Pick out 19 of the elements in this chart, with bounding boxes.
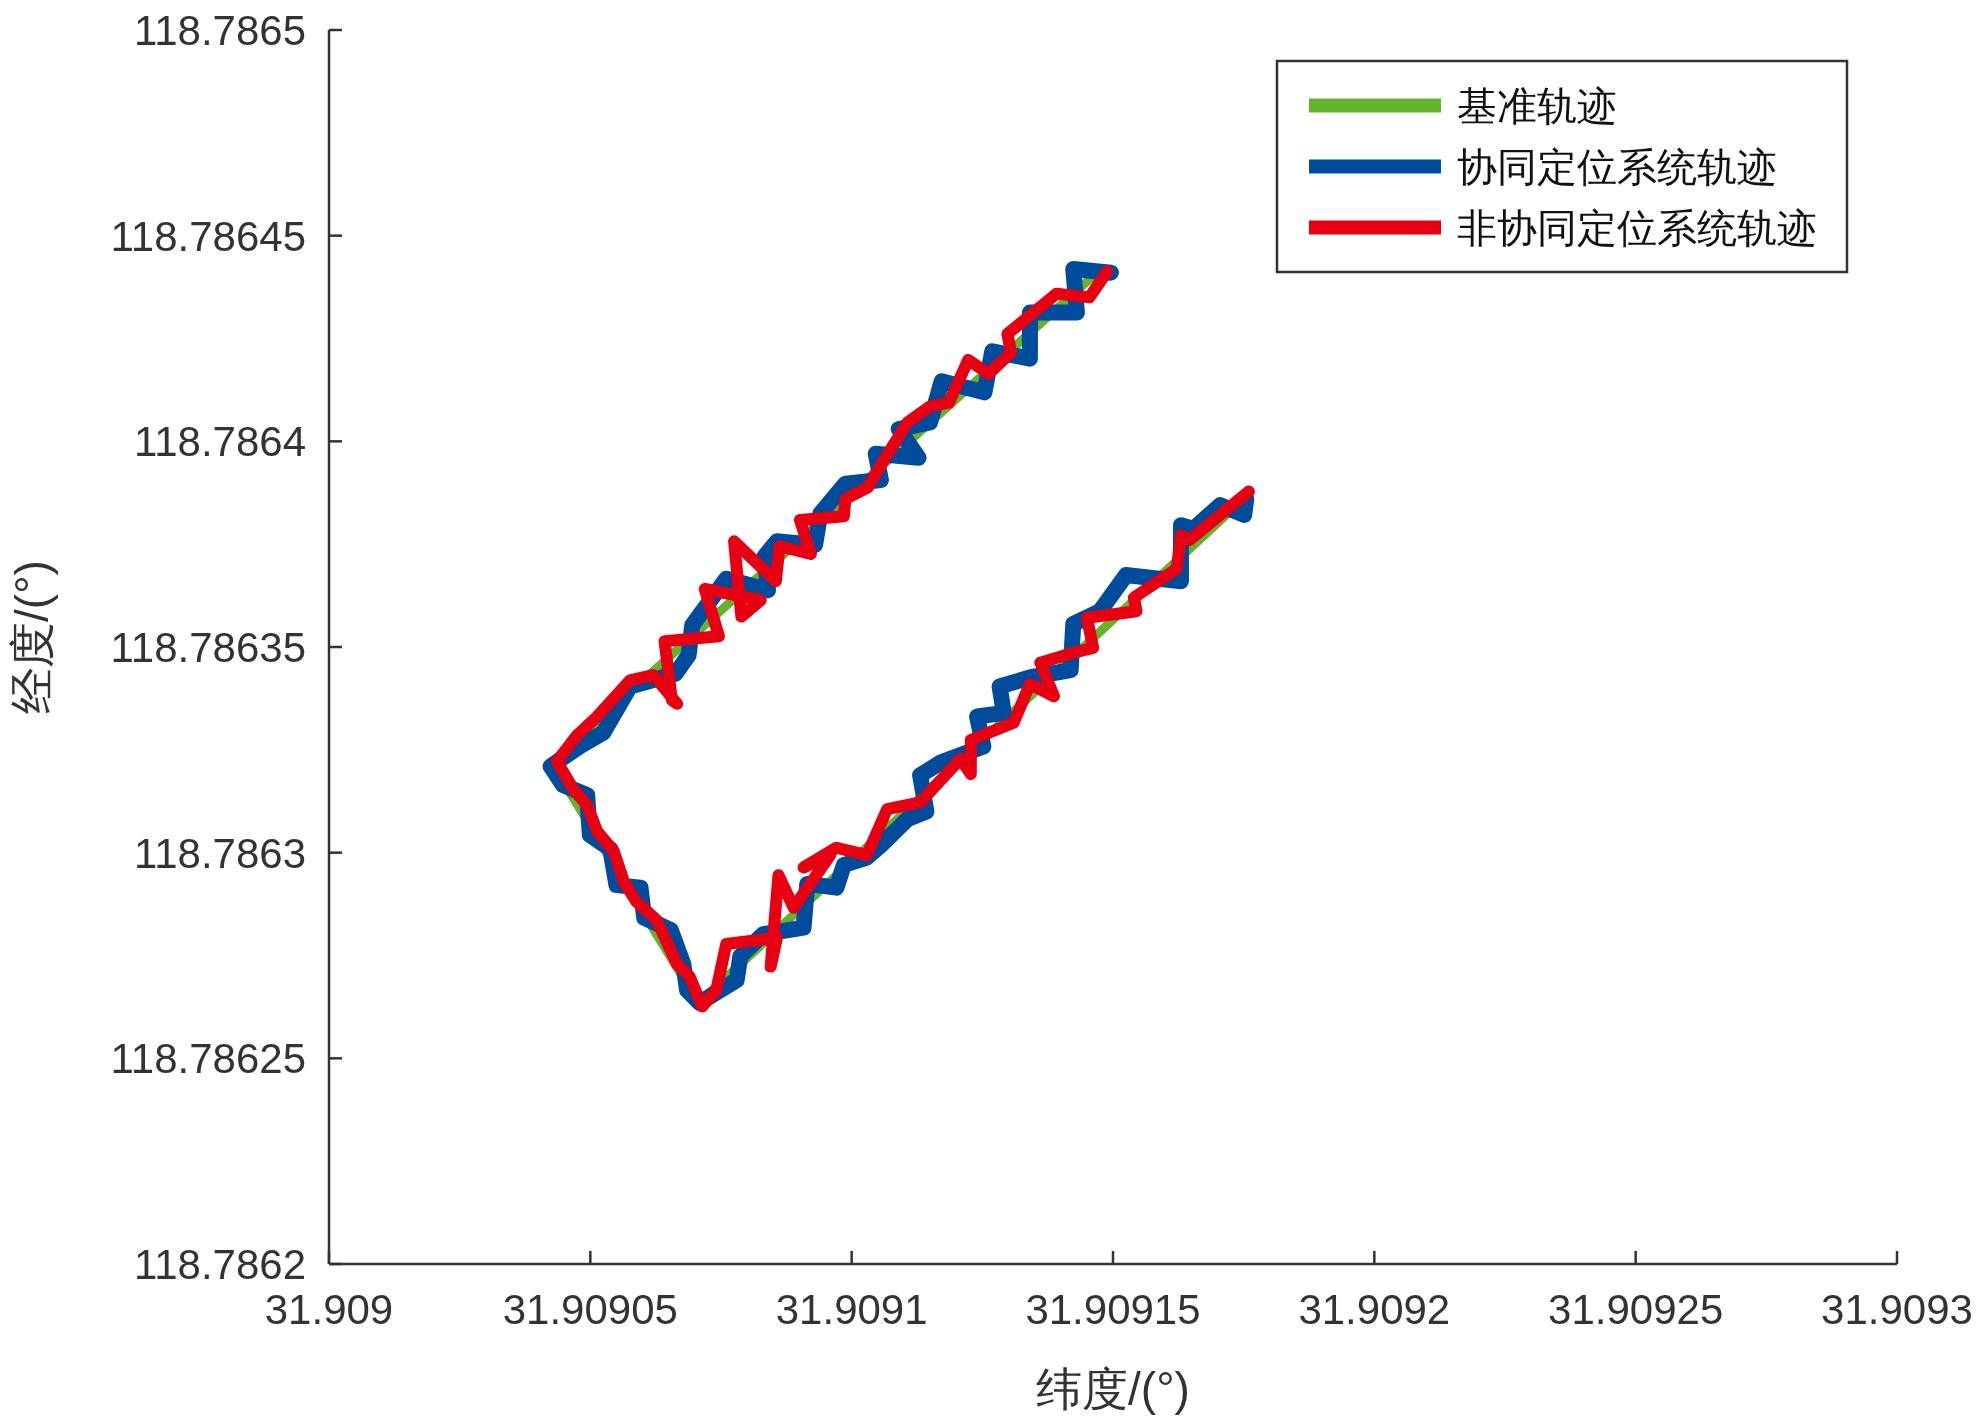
x-tick-label: 31.9092 bbox=[1298, 1286, 1451, 1333]
y-tick-label: 118.78645 bbox=[110, 212, 306, 260]
legend-label: 基准轨迹 bbox=[1457, 83, 1617, 128]
x-tick-label: 31.909 bbox=[264, 1286, 394, 1333]
y-axis-title: 经度/(°) bbox=[6, 560, 58, 714]
x-tick-label: 31.90915 bbox=[1025, 1286, 1201, 1333]
x-axis-title: 纬度/(°) bbox=[1036, 1363, 1190, 1415]
legend-label: 非协同定位系统轨迹 bbox=[1457, 205, 1817, 250]
legend-label: 协同定位系统轨迹 bbox=[1457, 144, 1777, 189]
x-tick-label: 31.90925 bbox=[1548, 1286, 1724, 1333]
y-tick-label: 118.78625 bbox=[110, 1035, 306, 1083]
x-tick-label: 31.9091 bbox=[775, 1286, 928, 1333]
y-tick-label: 118.7862 bbox=[133, 1241, 306, 1288]
x-tick-label: 31.90905 bbox=[502, 1286, 678, 1333]
y-tick-label: 118.7863 bbox=[133, 829, 306, 877]
y-tick-label: 118.78635 bbox=[110, 624, 306, 671]
y-tick-label: 118.7865 bbox=[133, 7, 306, 54]
x-tick-label: 31.9093 bbox=[1821, 1286, 1973, 1333]
y-tick-label: 118.7864 bbox=[133, 418, 306, 466]
